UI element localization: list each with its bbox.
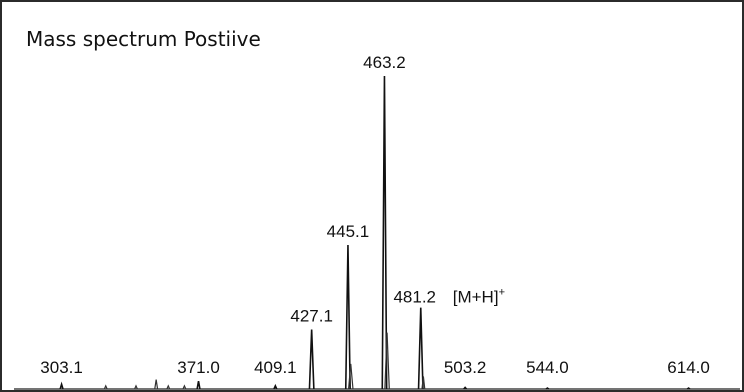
peak-445-1 bbox=[344, 245, 351, 390]
peak-label-614-0: 614.0 bbox=[667, 358, 710, 377]
peak-label-544-0: 544.0 bbox=[526, 358, 569, 377]
peak-409-1 bbox=[273, 383, 278, 390]
chart-title: Mass spectrum Postiive bbox=[26, 27, 261, 51]
peak-544-0 bbox=[545, 387, 550, 390]
peak-label-427-1: 427.1 bbox=[290, 307, 333, 326]
minor-peak bbox=[347, 363, 354, 390]
peak-label-303-1: 303.1 bbox=[40, 358, 83, 377]
peak-303-1 bbox=[59, 381, 64, 390]
peak-371-0 bbox=[196, 381, 201, 390]
minor-peak bbox=[384, 332, 390, 390]
peak-481-2 bbox=[417, 307, 424, 390]
peaks-layer bbox=[59, 75, 691, 390]
peak-427-1 bbox=[308, 329, 315, 390]
peak-463-2 bbox=[381, 75, 388, 390]
peak-label-409-1: 409.1 bbox=[254, 358, 297, 377]
minor-peak bbox=[182, 384, 187, 390]
ion-annotation-charge: + bbox=[499, 287, 505, 299]
peak-614-0 bbox=[686, 387, 691, 390]
peak-labels-layer: 303.1 371.0 409.1 427.1 445.1 463.2 481.2 503.2… bbox=[40, 53, 710, 377]
peak-503-2 bbox=[463, 386, 468, 390]
minor-peak bbox=[134, 384, 138, 390]
peak-label-503-2: 503.2 bbox=[444, 358, 487, 377]
peak-label-445-1: 445.1 bbox=[327, 222, 370, 241]
ion-annotation-text: [M+H] bbox=[453, 288, 499, 307]
minor-peak bbox=[421, 376, 426, 390]
minor-peak bbox=[103, 384, 108, 390]
ion-annotation: [M+H]+ bbox=[453, 287, 505, 307]
minor-peak bbox=[166, 384, 171, 390]
peak-label-463-2: 463.2 bbox=[363, 53, 406, 72]
peak-label-371-0: 371.0 bbox=[177, 358, 220, 377]
peak-label-481-2: 481.2 bbox=[393, 288, 436, 307]
minor-peak bbox=[154, 379, 159, 390]
